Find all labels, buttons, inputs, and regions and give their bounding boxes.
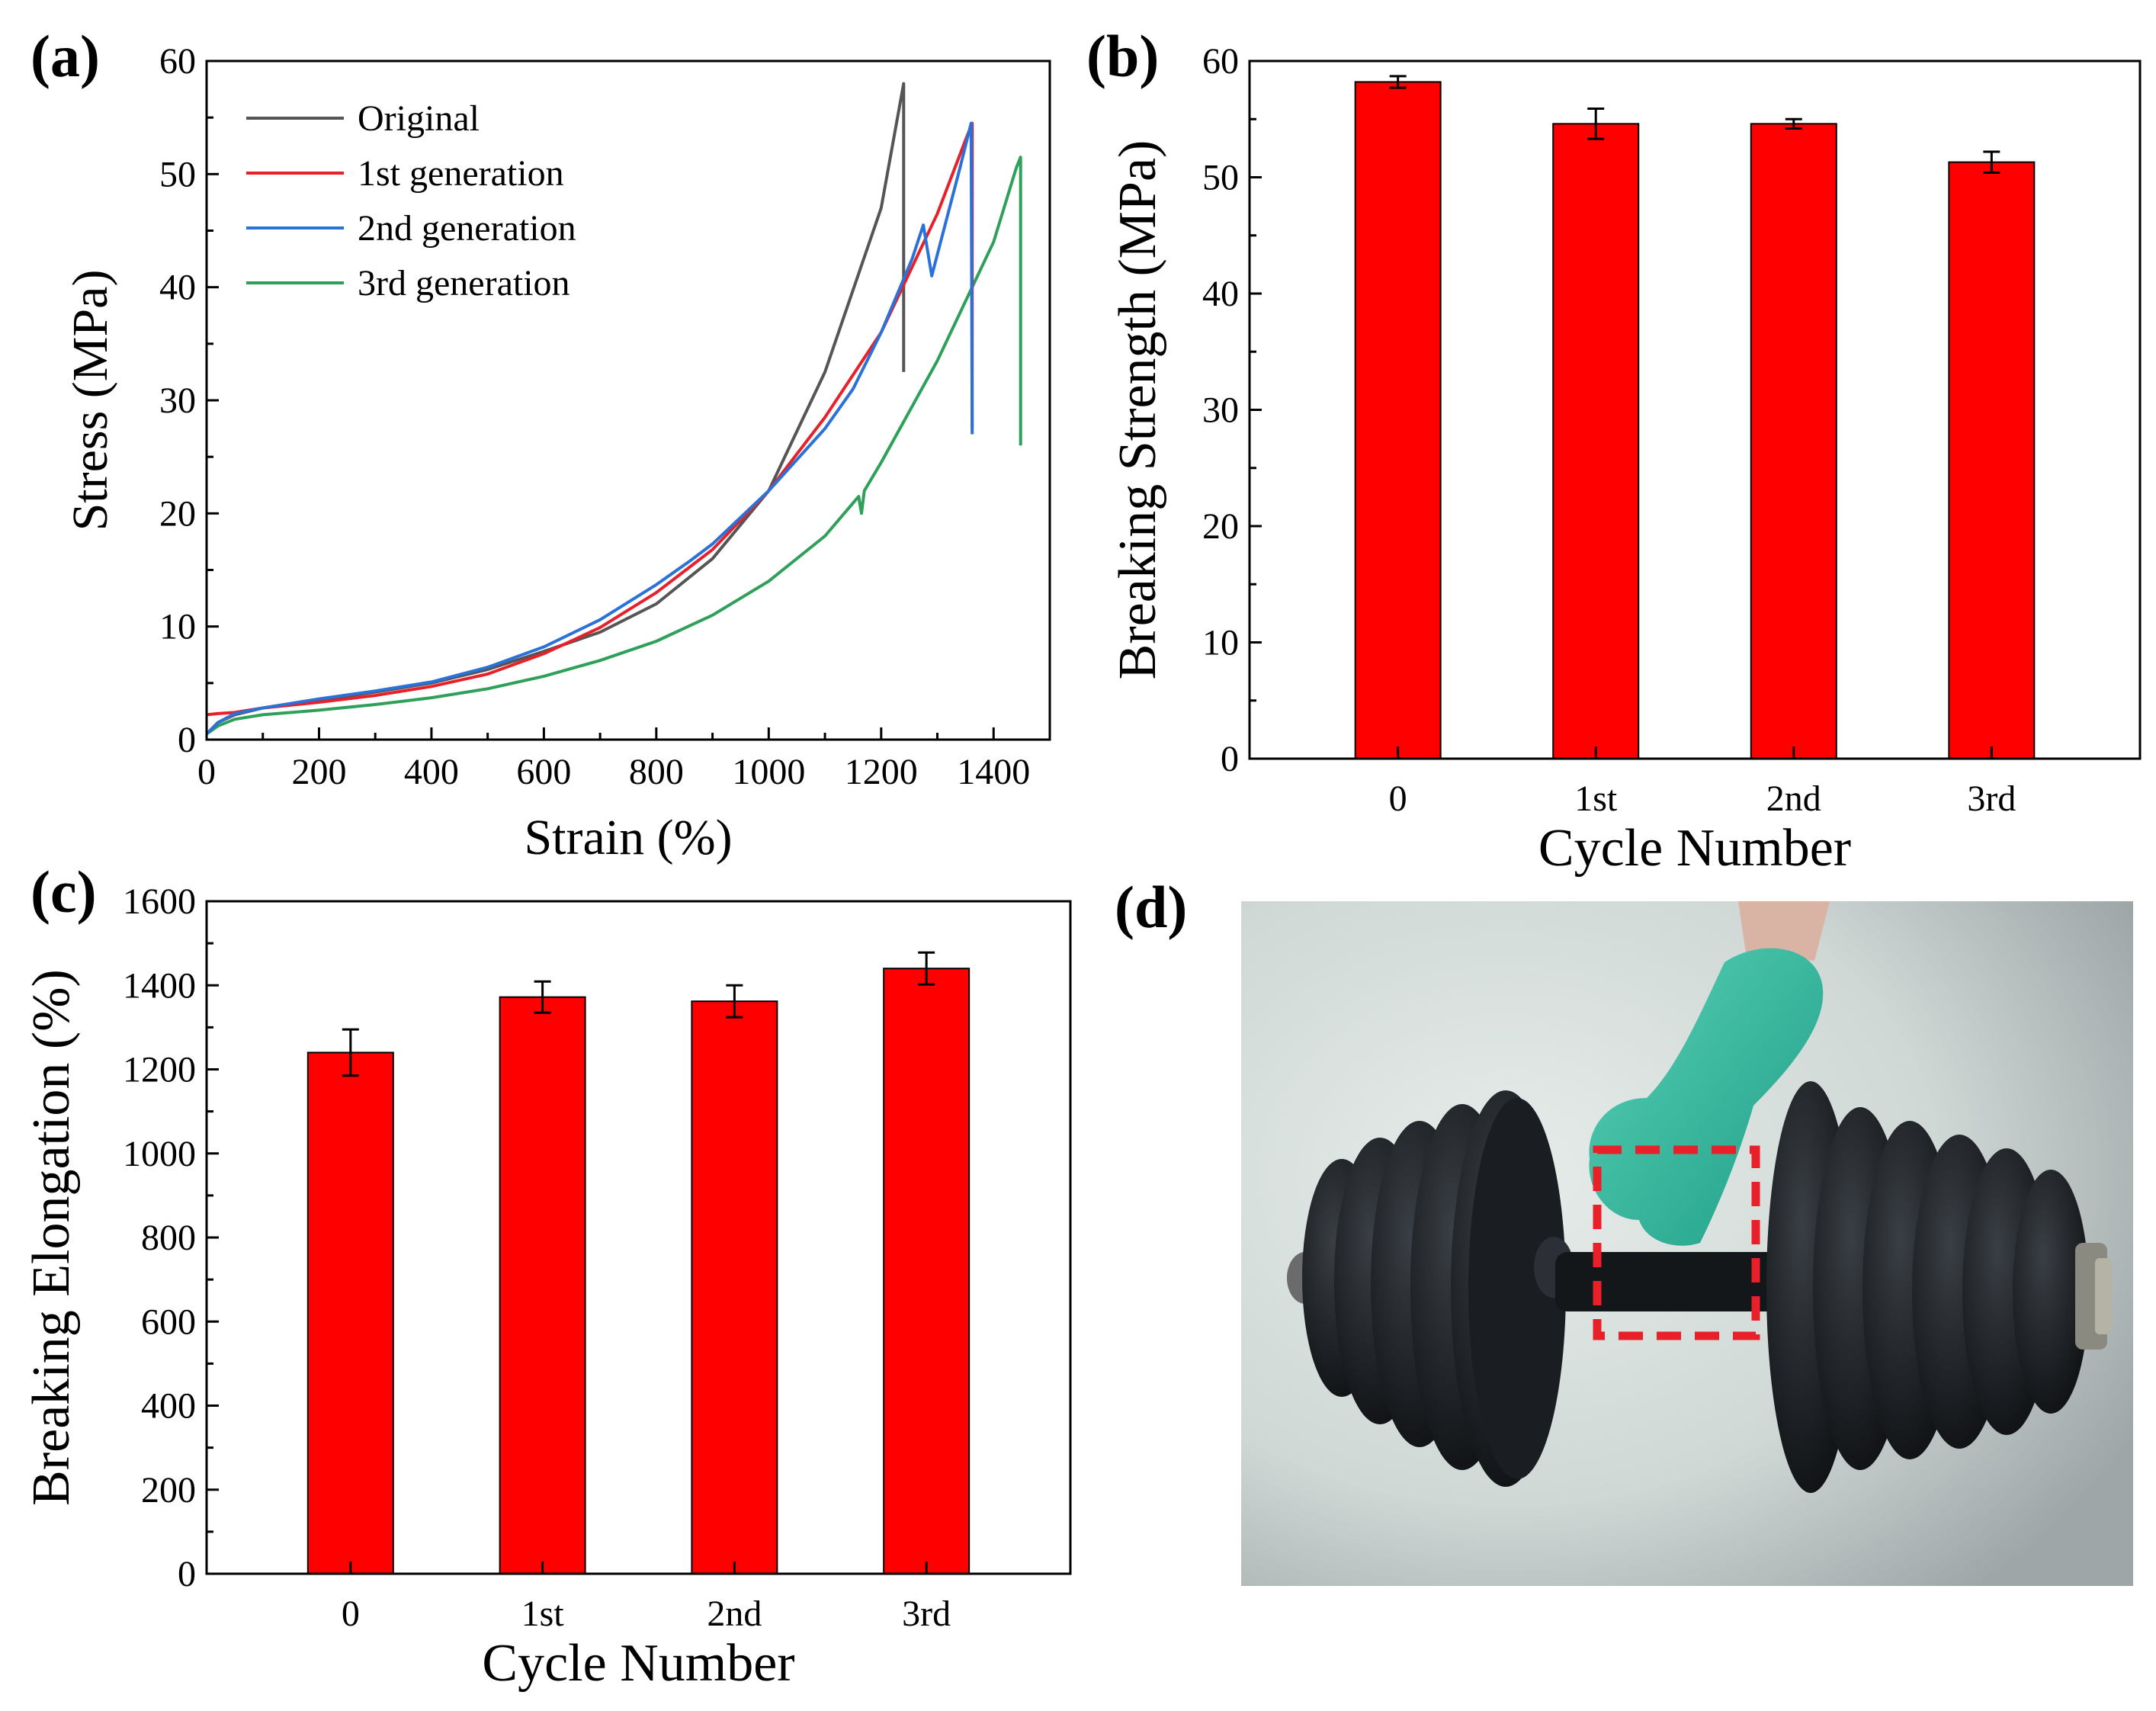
bar-2nd (691, 1000, 778, 1575)
bar-0 (1354, 81, 1442, 759)
y-tick-label: 400 (141, 1386, 196, 1427)
y-tick-label: 1600 (123, 881, 196, 922)
y-tick-label: 800 (141, 1218, 196, 1258)
y-tick-label: 30 (1202, 390, 1239, 431)
chart-a-xlabel: Strain (%) (524, 810, 732, 865)
legend-label: Original (358, 98, 480, 139)
x-tick-label: 3rd (902, 1594, 951, 1634)
panel-b-label: (b) (1086, 23, 1159, 89)
x-tick-label: 200 (291, 752, 346, 792)
left-weight-stack (1287, 1090, 1574, 1487)
y-tick-label: 60 (159, 41, 196, 82)
arm-skin (1738, 901, 1830, 961)
y-tick-label: 1400 (123, 965, 196, 1006)
x-tick-label: 1000 (732, 752, 805, 792)
right-weight-stack (1766, 1081, 2112, 1493)
highlight-box (1593, 1145, 1760, 1340)
bar-2nd (1750, 123, 1837, 760)
y-tick-label: 1200 (123, 1050, 196, 1090)
series-line-3rd-generation (205, 156, 1022, 736)
dumbbell-handle (1555, 1252, 1784, 1311)
bar-0 (306, 1051, 394, 1575)
chart-c-xlabel: Cycle Number (482, 1634, 794, 1693)
y-tick-label: 10 (159, 607, 196, 647)
x-tick-label: 800 (629, 752, 684, 792)
x-tick-label: 1st (521, 1594, 565, 1634)
x-tick-label: 1200 (845, 752, 918, 792)
bar-1st (1552, 123, 1640, 760)
panel-c-label: (c) (30, 859, 97, 925)
chart-a-frame (205, 59, 1051, 741)
series-line-2nd-generation (205, 121, 974, 736)
x-tick-label: 600 (516, 752, 571, 792)
y-tick-label: 0 (178, 1554, 196, 1594)
x-tick-label: 2nd (707, 1594, 762, 1634)
chart-b-ylabel: Breaking Strength (MPa) (1108, 140, 1167, 680)
y-tick-label: 40 (159, 268, 196, 308)
bar-3rd (1948, 161, 2036, 760)
y-tick-label: 50 (159, 154, 196, 194)
y-tick-label: 200 (141, 1470, 196, 1510)
y-tick-label: 10 (1202, 623, 1239, 663)
chart-a-legend: Original 1st generation 2nd generation 3rd … (246, 98, 576, 303)
y-tick-label: 60 (1202, 41, 1239, 82)
legend-label: 2nd generation (358, 208, 576, 249)
y-tick-label: 50 (1202, 158, 1239, 198)
panel-d-label: (d) (1115, 874, 1187, 940)
panel-a-label: (a) (30, 23, 100, 89)
dumbbell-photo (1241, 901, 2133, 1586)
x-tick-label: 3rd (1967, 778, 2016, 819)
chart-a-ylabel: Stress (MPa) (63, 270, 118, 531)
y-tick-label: 600 (141, 1302, 196, 1342)
x-tick-label: 0 (197, 752, 216, 792)
x-tick-label: 400 (404, 752, 459, 792)
y-tick-label: 20 (1202, 506, 1239, 547)
y-tick-label: 0 (178, 720, 196, 760)
legend-label: 1st generation (358, 153, 564, 194)
chart-c-ylabel: Breaking Elongation (%) (22, 969, 81, 1506)
x-tick-label: 0 (1389, 778, 1407, 819)
y-tick-label: 20 (159, 493, 196, 534)
y-tick-label: 1000 (123, 1134, 196, 1174)
x-tick-label: 1400 (957, 752, 1030, 792)
green-glove-hand (1589, 948, 1824, 1246)
x-tick-label: 2nd (1766, 778, 1821, 819)
chart-b-xlabel: Cycle Number (1538, 819, 1851, 878)
y-tick-label: 30 (159, 380, 196, 421)
chart-b: 0 10 20 30 40 50 60 0 1st 2nd 3rd Cycle Number Bre… (1108, 41, 2142, 878)
bar-3rd (883, 968, 971, 1575)
y-tick-label: 40 (1202, 274, 1239, 314)
y-tick-label: 0 (1221, 739, 1239, 779)
legend-label: 3rd generation (358, 263, 570, 303)
bar-1st (499, 996, 586, 1575)
x-tick-label: 0 (342, 1594, 360, 1634)
x-tick-label: 1st (1574, 778, 1618, 819)
